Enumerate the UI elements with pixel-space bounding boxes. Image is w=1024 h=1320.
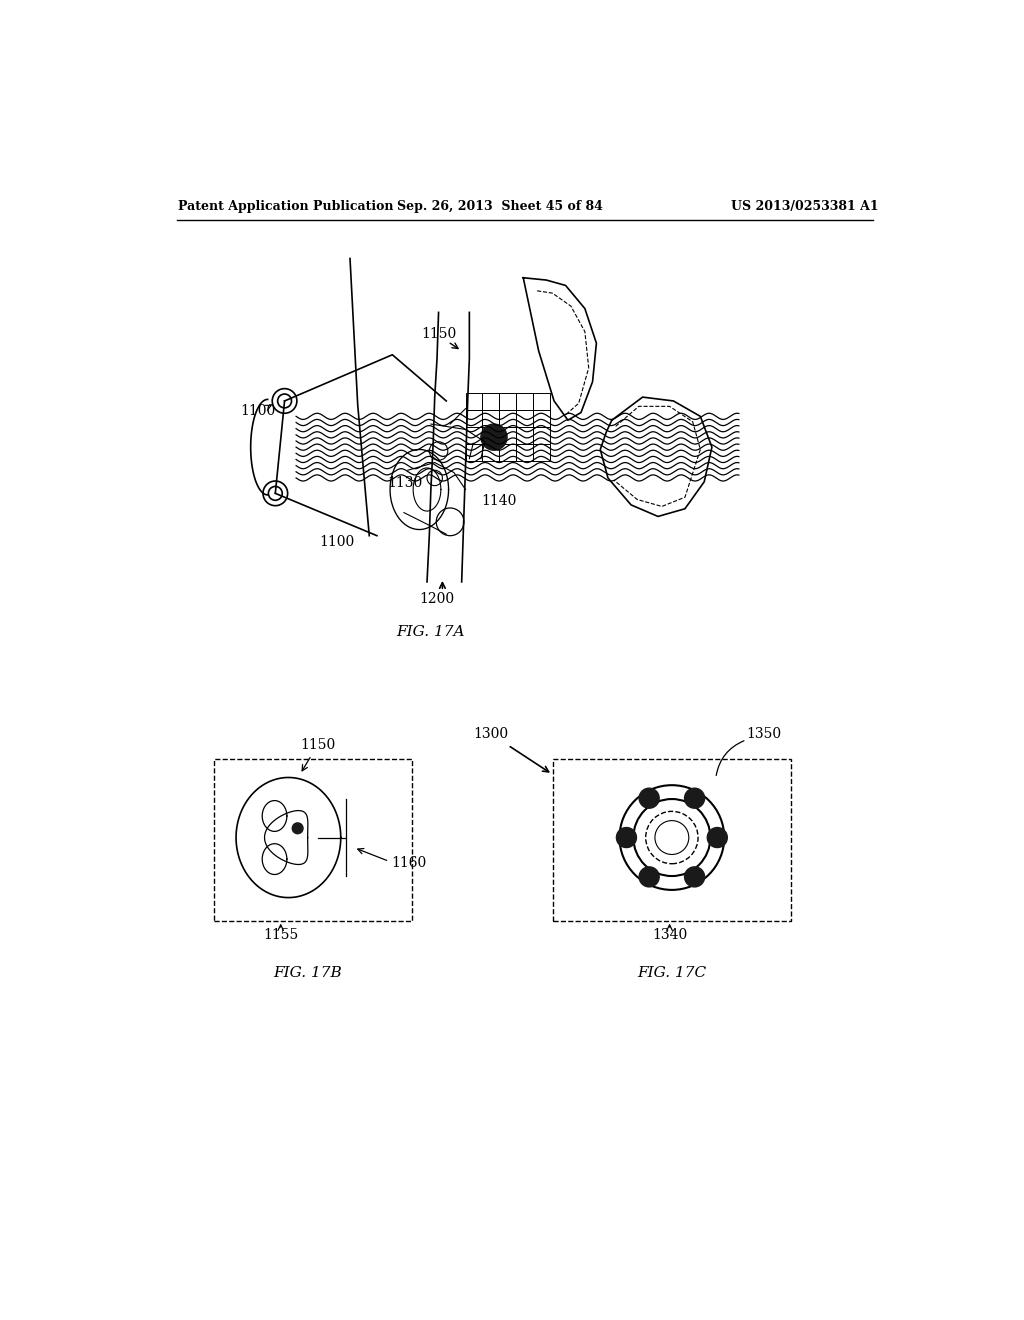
Bar [553, 759, 792, 921]
Bar [500, 428, 516, 444]
Text: FIG. 17A: FIG. 17A [396, 624, 465, 639]
Bar [516, 428, 534, 444]
Text: 1160: 1160 [391, 855, 426, 870]
Circle shape [685, 867, 705, 887]
Text: 1100: 1100 [241, 404, 275, 418]
Circle shape [481, 424, 507, 450]
Bar [534, 428, 550, 444]
Bar [534, 393, 550, 411]
Circle shape [708, 828, 727, 847]
Circle shape [685, 788, 705, 808]
Bar [482, 428, 500, 444]
Text: 1200: 1200 [420, 591, 455, 606]
Circle shape [616, 828, 637, 847]
Bar [466, 444, 482, 461]
Bar [482, 444, 500, 461]
Bar [482, 411, 500, 428]
Circle shape [639, 788, 659, 808]
Text: Sep. 26, 2013  Sheet 45 of 84: Sep. 26, 2013 Sheet 45 of 84 [397, 199, 603, 213]
Text: 1350: 1350 [746, 727, 781, 742]
Text: 1155: 1155 [263, 928, 298, 941]
Text: 1300: 1300 [473, 727, 509, 742]
Text: FIG. 17B: FIG. 17B [273, 966, 342, 979]
Bar [466, 411, 482, 428]
Bar [466, 428, 482, 444]
Bar [214, 759, 413, 921]
Bar [534, 444, 550, 461]
Text: Patent Application Publication: Patent Application Publication [178, 199, 394, 213]
Bar [500, 444, 516, 461]
Bar [482, 393, 500, 411]
Text: 1100: 1100 [319, 535, 354, 549]
Bar [516, 444, 534, 461]
Bar [516, 393, 534, 411]
Bar [500, 411, 516, 428]
Text: FIG. 17C: FIG. 17C [637, 966, 707, 979]
Bar [500, 393, 516, 411]
Bar [516, 411, 534, 428]
Bar [534, 411, 550, 428]
Text: 1150: 1150 [422, 327, 457, 341]
Circle shape [639, 867, 659, 887]
Bar [466, 393, 482, 411]
Text: 1340: 1340 [652, 928, 687, 941]
Circle shape [292, 822, 303, 834]
Text: 1140: 1140 [481, 494, 516, 508]
Text: US 2013/0253381 A1: US 2013/0253381 A1 [731, 199, 879, 213]
Text: 1150: 1150 [300, 738, 335, 752]
Text: 1130: 1130 [388, 477, 423, 490]
